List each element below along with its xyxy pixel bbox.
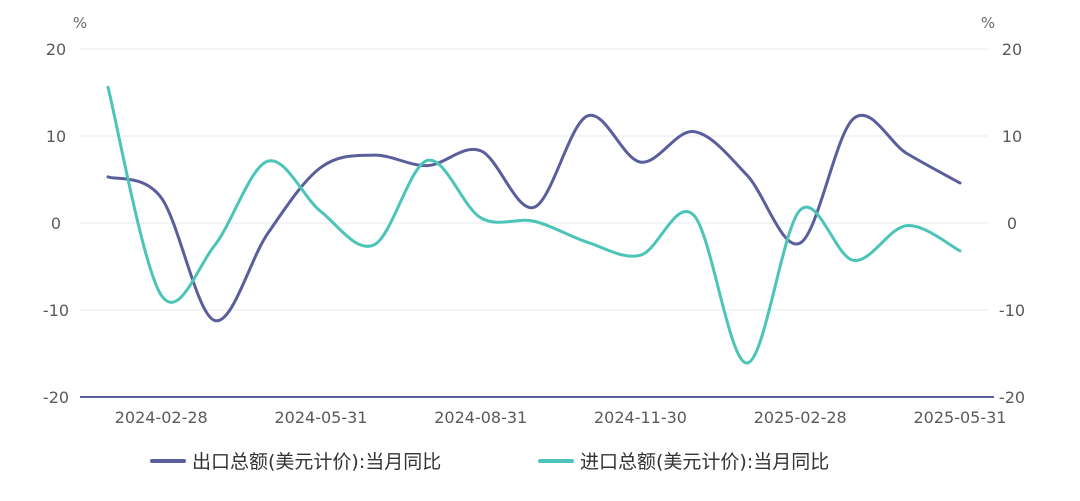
legend-label-export: 出口总额(美元计价):当月同比 bbox=[192, 451, 441, 473]
axis-layer: % % 20 20 10 10 0 0 -10 -10 -20 -20 2024-02-28 2024… bbox=[43, 14, 1025, 427]
legend-label-import: 进口总额(美元计价):当月同比 bbox=[580, 451, 829, 473]
series-line-export bbox=[106, 113, 962, 322]
right-axis-unit: % bbox=[981, 14, 995, 32]
y-tick-label-right: -20 bbox=[999, 388, 1025, 407]
x-tick-label: 2025-05-31 bbox=[914, 408, 1007, 427]
x-tick-label: 2025-02-28 bbox=[754, 408, 847, 427]
y-tick-label-right: -10 bbox=[999, 301, 1025, 320]
legend: 出口总额(美元计价):当月同比 进口总额(美元计价):当月同比 bbox=[150, 451, 829, 473]
x-tick-label: 2024-02-28 bbox=[115, 408, 208, 427]
y-tick-label-right: 10 bbox=[1002, 127, 1022, 146]
y-tick-label-right: 20 bbox=[1002, 40, 1022, 59]
y-tick-label-left: -10 bbox=[43, 301, 69, 320]
y-tick-label-left: 20 bbox=[46, 40, 66, 59]
series-line-import bbox=[106, 85, 962, 365]
y-tick-label-left: 10 bbox=[46, 127, 66, 146]
x-tick-label: 2024-05-31 bbox=[275, 408, 368, 427]
y-tick-label-left: -20 bbox=[43, 388, 69, 407]
x-tick-label: 2024-11-30 bbox=[594, 408, 687, 427]
x-tick-label: 2024-08-31 bbox=[434, 408, 527, 427]
series-layer bbox=[106, 85, 962, 365]
left-axis-unit: % bbox=[73, 14, 87, 32]
y-tick-label-left: 0 bbox=[51, 214, 61, 233]
y-tick-label-right: 0 bbox=[1007, 214, 1017, 233]
